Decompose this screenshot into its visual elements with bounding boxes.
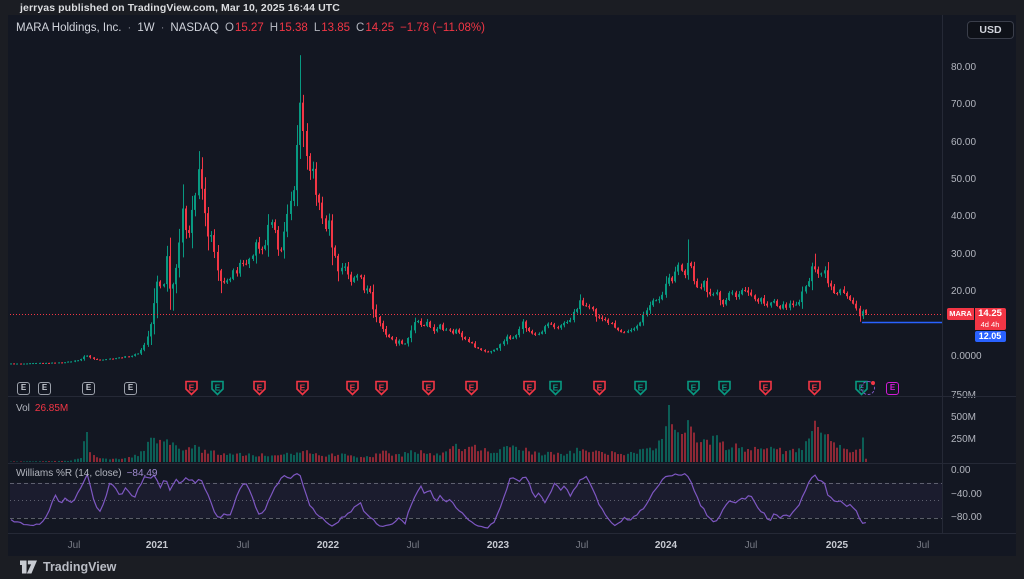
interval-label[interactable]: 1W <box>137 22 155 34</box>
currency-button[interactable]: USD <box>967 21 1014 39</box>
volume-tick-label: 250M <box>951 434 977 445</box>
time-axis-month-label: Jul <box>916 540 930 551</box>
alert-price-badge[interactable]: 12.05 <box>974 330 1006 342</box>
symbol-legend: MARA Holdings, Inc. · 1W · NASDAQ O 15.27… <box>16 22 485 34</box>
volume-legend: Vol 26.85M <box>16 403 68 414</box>
williams-tick-label: 0.00 <box>951 465 971 476</box>
svg-text:E: E <box>300 383 306 393</box>
price-tick-label: 0.0000 <box>951 351 982 362</box>
earnings-badge-icon[interactable]: E <box>421 380 436 396</box>
time-axis-year-label: 2025 <box>825 540 849 551</box>
upcoming-earnings-marker-icon[interactable] <box>861 381 875 395</box>
time-axis-month-label: Jul <box>236 540 250 551</box>
svg-text:E: E <box>426 383 432 393</box>
time-axis-month-label: Jul <box>406 540 420 551</box>
volume-tick-label: 500M <box>951 412 977 423</box>
svg-text:E: E <box>350 383 356 393</box>
price-tick-label: 60.00 <box>951 136 977 148</box>
svg-text:E: E <box>379 383 385 393</box>
time-axis[interactable]: Jul 2021 Jul 2022 Jul 2023 Jul 2024 Jul 2025 Jul <box>8 533 1016 556</box>
williams-legend: Williams %R (14, close) −84.49 <box>16 468 157 479</box>
earnings-badge-icon[interactable]: E <box>717 380 732 396</box>
ohlc-high: H 15.38 <box>269 22 308 34</box>
pane-separator[interactable] <box>8 463 1016 464</box>
price-tick-label: 80.00 <box>951 62 977 74</box>
williams-value: −84.49 <box>126 468 158 479</box>
svg-text:E: E <box>215 383 221 393</box>
change-label: −1.78 (−11.08%) <box>400 22 485 34</box>
volume-tick-label: 750M <box>951 390 977 401</box>
time-axis-year-label: 2022 <box>316 540 340 551</box>
earnings-badge-icon[interactable]: E <box>124 382 137 395</box>
earnings-badge-icon[interactable]: E <box>374 380 389 396</box>
williams-tick-label: −80.00 <box>951 512 982 523</box>
svg-text:E: E <box>257 383 263 393</box>
tradingview-brand-text: TradingView <box>43 560 117 574</box>
earnings-badge-icon[interactable]: E <box>548 380 563 396</box>
earnings-badge-icon[interactable]: E <box>184 380 199 396</box>
legend-separator: · <box>127 22 132 34</box>
earnings-badge-icon[interactable]: E <box>633 380 648 396</box>
time-axis-month-label: Jul <box>575 540 589 551</box>
chart-area: MARA Holdings, Inc. · 1W · NASDAQ O 15.27… <box>8 15 1016 556</box>
price-tick-label: 70.00 <box>951 99 977 111</box>
time-axis-year-label: 2024 <box>654 540 678 551</box>
svg-text:E: E <box>722 383 728 393</box>
earnings-badge-icon[interactable]: E <box>464 380 479 396</box>
earnings-badge-icon[interactable]: E <box>522 380 537 396</box>
price-axis[interactable]: 80.00 70.00 60.00 50.00 40.00 30.00 20.00 0.000… <box>942 15 1016 533</box>
time-axis-year-label: 2021 <box>145 540 169 551</box>
earnings-badge-icon[interactable]: E <box>210 380 225 396</box>
earnings-badge-icon[interactable]: E <box>295 380 310 396</box>
ohlc-close: C 14.25 <box>356 22 395 34</box>
last-price-value: 14.25 <box>978 308 1002 319</box>
price-tick-label: 30.00 <box>951 248 977 260</box>
williams-label[interactable]: Williams %R (14, close) <box>16 468 122 479</box>
last-price-badge: 14.25 4d 4h <box>974 308 1006 330</box>
svg-text:E: E <box>597 383 603 393</box>
price-tick-label: 40.00 <box>951 211 977 223</box>
price-tick-label: 20.00 <box>951 286 977 298</box>
earnings-badge-icon[interactable]: E <box>82 382 95 395</box>
williams-tick-label: −40.00 <box>951 488 982 500</box>
earnings-badge-icon[interactable]: E <box>38 382 51 395</box>
volume-value: 26.85M <box>34 403 69 414</box>
earnings-badge-icon[interactable]: E <box>807 380 822 396</box>
exchange-label: NASDAQ <box>170 22 219 34</box>
svg-text:E: E <box>812 383 818 393</box>
bar-countdown[interactable]: 4d 4h <box>980 320 1000 329</box>
svg-text:E: E <box>189 383 195 393</box>
pane-separator[interactable] <box>8 396 1016 397</box>
chart-canvas[interactable] <box>8 15 1016 556</box>
earnings-badge-icon[interactable]: E <box>758 380 773 396</box>
price-tick-label: 50.00 <box>951 174 977 186</box>
svg-text:E: E <box>763 383 769 393</box>
earnings-badge-icon[interactable]: E <box>592 380 607 396</box>
publish-text: jerryas published on TradingView.com, Ma… <box>20 2 340 14</box>
publish-bar: jerryas published on TradingView.com, Ma… <box>0 0 1024 15</box>
svg-text:E: E <box>691 383 697 393</box>
svg-text:E: E <box>469 383 475 393</box>
tradingview-logo-icon <box>20 560 37 574</box>
tradingview-link[interactable]: TradingView <box>20 560 116 574</box>
svg-text:E: E <box>527 383 533 393</box>
time-axis-year-label: 2023 <box>486 540 510 551</box>
volume-label[interactable]: Vol <box>16 403 30 414</box>
svg-text:E: E <box>553 383 559 393</box>
ohlc-low: L 13.85 <box>313 22 350 34</box>
earnings-badge-icon[interactable]: E <box>686 380 701 396</box>
earnings-badge-icon[interactable]: E <box>886 382 899 395</box>
earnings-badge-icon[interactable]: E <box>252 380 267 396</box>
svg-text:E: E <box>638 383 644 393</box>
symbol-price-label: MARA <box>947 308 974 320</box>
footer-bar: TradingView <box>0 556 1024 579</box>
ohlc-open: O 15.27 <box>224 22 264 34</box>
time-axis-month-label: Jul <box>67 540 81 551</box>
earnings-badge-icon[interactable]: E <box>17 382 30 395</box>
time-axis-month-label: Jul <box>744 540 758 551</box>
symbol-title[interactable]: MARA Holdings, Inc. <box>16 22 122 34</box>
earnings-badge-icon[interactable]: E <box>345 380 360 396</box>
legend-separator: · <box>160 22 165 34</box>
